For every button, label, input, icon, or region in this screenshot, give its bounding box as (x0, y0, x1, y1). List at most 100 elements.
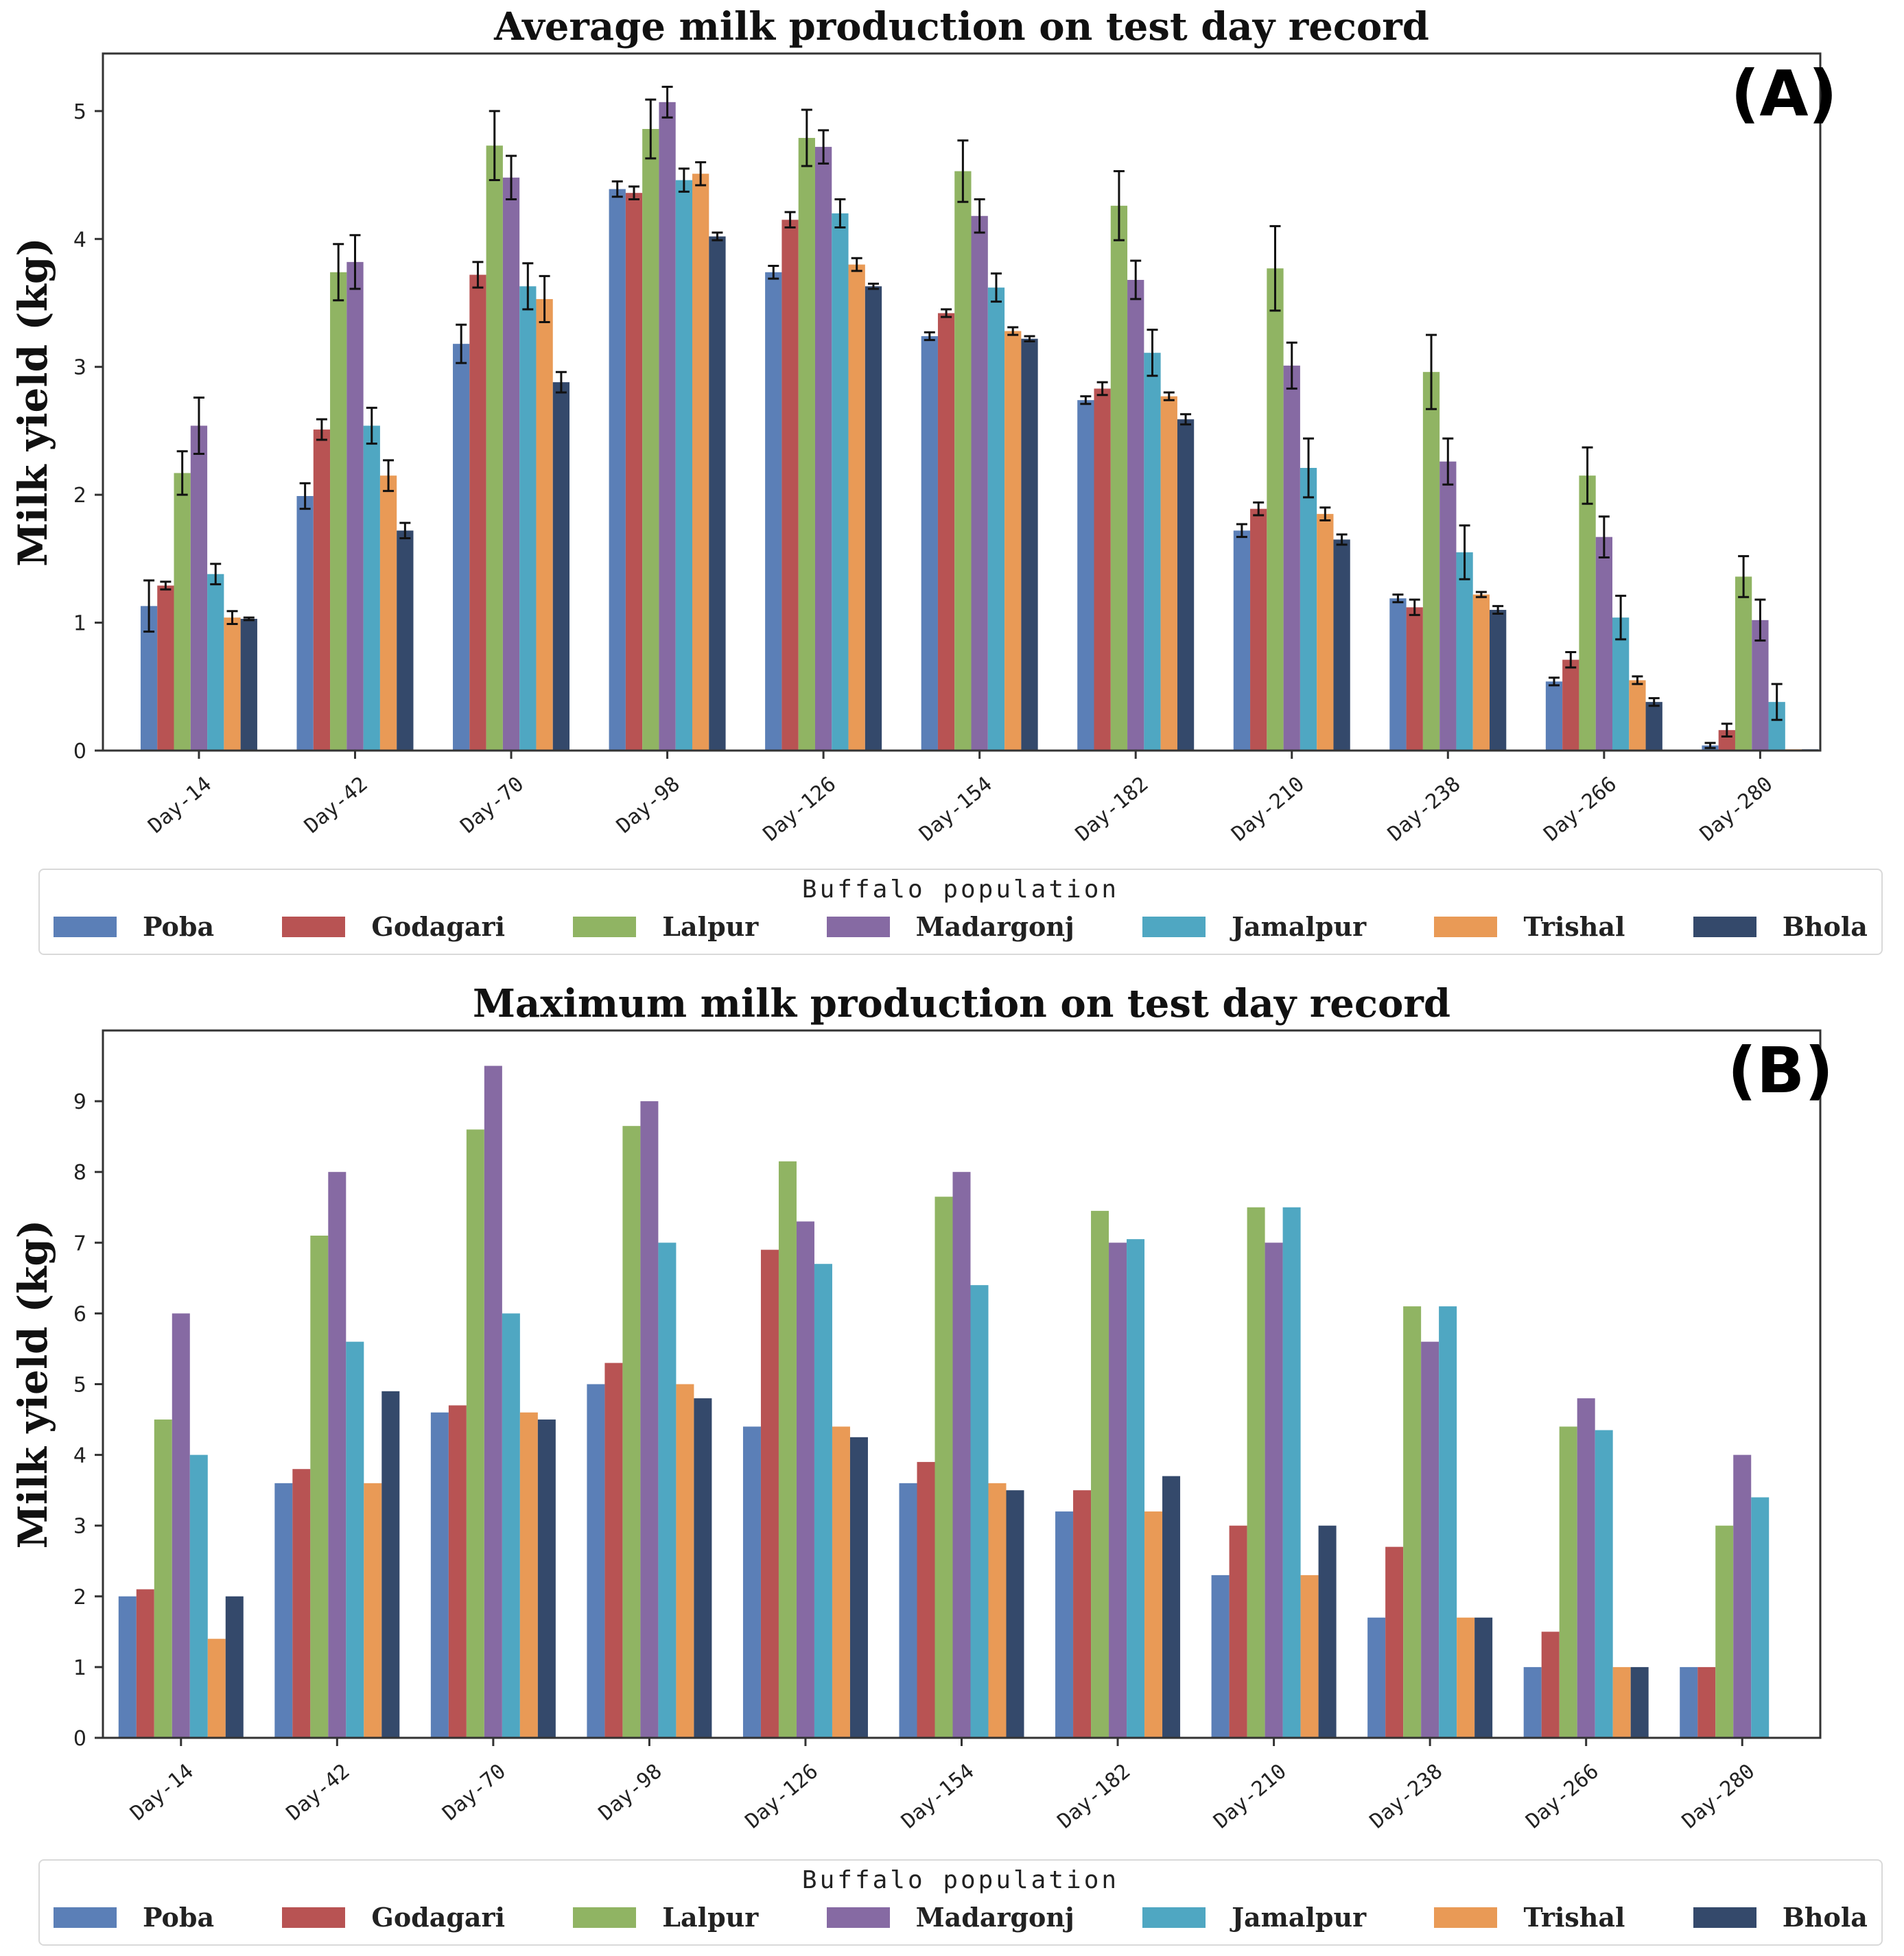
bar (953, 1172, 971, 1738)
bar (1144, 353, 1160, 751)
x-tick-label: Day-126 (759, 772, 841, 846)
bar (1250, 509, 1267, 751)
bar (1177, 419, 1194, 751)
bar (1439, 462, 1456, 751)
bar (988, 287, 1004, 751)
bar (241, 619, 257, 751)
bar (1284, 366, 1300, 751)
bar (971, 1285, 989, 1738)
bar (519, 286, 536, 751)
bar (224, 617, 240, 751)
bar (1423, 372, 1439, 751)
bar (1596, 537, 1612, 751)
bar (191, 425, 207, 751)
bar (1389, 598, 1406, 751)
bar (1094, 388, 1110, 751)
legend-label: Trishal (1523, 1902, 1625, 1933)
bar (917, 1462, 935, 1738)
bar (1474, 1618, 1492, 1738)
bar (815, 147, 832, 751)
bar (1144, 1511, 1162, 1738)
legend-item-jamalpur: Jamalpur (1142, 1902, 1366, 1933)
bar (989, 1483, 1007, 1738)
legend-panel-b: Buffalo population Poba Godagari Lalpur … (38, 1859, 1883, 1946)
bar (190, 1455, 208, 1738)
bar (797, 1221, 814, 1738)
x-tick-label: Day-266 (1521, 1759, 1603, 1833)
bar (503, 178, 519, 751)
bar (1733, 1455, 1751, 1738)
bar (330, 272, 346, 751)
bar (364, 1483, 381, 1738)
bar (972, 216, 988, 751)
bar (626, 193, 642, 751)
bar (1301, 1575, 1319, 1738)
bar (849, 265, 865, 751)
bar (1385, 1547, 1403, 1738)
legend-label: Bhola (1783, 1902, 1868, 1933)
bar (658, 1242, 676, 1738)
chart-title: Maximum milk production on test day reco… (473, 981, 1450, 1026)
legend-label: Madargonj (916, 1902, 1074, 1933)
bar (449, 1405, 467, 1738)
y-tick-label: 6 (73, 1302, 86, 1326)
y-tick-label: 5 (73, 1374, 86, 1398)
bar (346, 1342, 364, 1738)
bar (226, 1596, 244, 1738)
bar (1073, 1490, 1091, 1738)
bar (1577, 1398, 1595, 1738)
bar (1127, 280, 1144, 751)
x-tick-label: Day-42 (282, 1759, 355, 1825)
y-tick-label: 1 (73, 612, 86, 636)
bar (157, 586, 174, 751)
bar (1490, 610, 1506, 751)
bar (137, 1589, 154, 1738)
bar (609, 189, 626, 751)
legend-item-trishal: Trishal (1434, 911, 1625, 942)
legend-swatch (1434, 1907, 1497, 1928)
y-tick-label: 8 (73, 1161, 86, 1185)
legend-item-jamalpur: Jamalpur (1142, 911, 1366, 942)
x-tick-label: Day-154 (915, 772, 996, 846)
bar (1421, 1342, 1439, 1738)
bar (381, 1391, 399, 1738)
bar (1267, 268, 1283, 751)
legend-swatch (573, 917, 636, 937)
bar (640, 1101, 658, 1738)
bar (486, 145, 503, 751)
bar (1007, 1490, 1024, 1738)
bar (1579, 475, 1595, 751)
bar (743, 1426, 761, 1738)
bar (1111, 206, 1127, 751)
bar (1562, 660, 1579, 751)
x-tick-label: Day-182 (1071, 772, 1153, 846)
legend-item-lalpur: Lalpur (573, 911, 758, 942)
legend-swatch (1142, 1907, 1206, 1928)
bar (1333, 539, 1350, 751)
legend-label: Poba (143, 911, 214, 942)
legend-item-poba: Poba (54, 1902, 214, 1933)
bar (709, 237, 725, 751)
bar (676, 180, 692, 751)
y-axis-label: Milk yield (kg) (10, 237, 56, 567)
legend-item-godagari: Godagari (282, 1902, 505, 1933)
y-tick-label: 2 (73, 484, 86, 508)
legend-swatch (827, 1907, 890, 1928)
bar (1680, 1667, 1697, 1738)
bar (781, 220, 798, 751)
bar (1319, 1526, 1337, 1738)
bar (453, 344, 469, 751)
bar (761, 1250, 779, 1738)
bar (954, 172, 971, 751)
y-tick-label: 7 (73, 1232, 86, 1256)
bar (587, 1384, 604, 1739)
y-axis-label: Milk yield (kg) (10, 1220, 56, 1549)
x-tick-label: Day-42 (300, 772, 373, 838)
legend-label: Godagari (371, 1902, 505, 1933)
legend-swatch (282, 1907, 345, 1928)
bar (1629, 680, 1645, 751)
bar (1127, 1239, 1144, 1738)
x-tick-label: Day-280 (1678, 1759, 1759, 1833)
bar (921, 336, 938, 751)
x-tick-label: Day-266 (1540, 772, 1621, 846)
